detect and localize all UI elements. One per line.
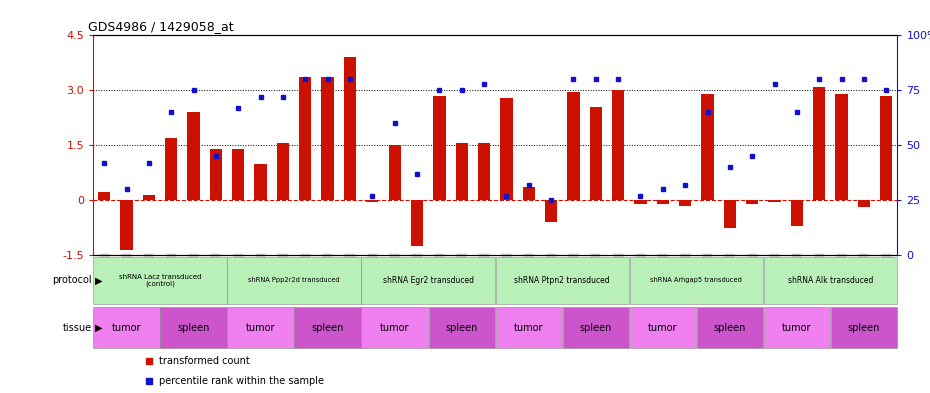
- Bar: [165, 138, 178, 200]
- Bar: [188, 112, 200, 200]
- Bar: [322, 77, 334, 200]
- Bar: [255, 163, 267, 200]
- Bar: [790, 200, 803, 226]
- Bar: [500, 97, 512, 200]
- FancyBboxPatch shape: [630, 307, 696, 348]
- Text: tumor: tumor: [246, 323, 275, 332]
- Bar: [210, 149, 222, 200]
- Text: tumor: tumor: [380, 323, 409, 332]
- Bar: [478, 143, 490, 200]
- Text: spleen: spleen: [312, 323, 344, 332]
- Text: shRNA Egr2 transduced: shRNA Egr2 transduced: [382, 276, 473, 285]
- Bar: [98, 192, 111, 200]
- Text: spleen: spleen: [713, 323, 746, 332]
- Bar: [724, 200, 736, 228]
- Text: GDS4986 / 1429058_at: GDS4986 / 1429058_at: [88, 20, 234, 33]
- Bar: [389, 145, 401, 200]
- Text: tumor: tumor: [514, 323, 543, 332]
- FancyBboxPatch shape: [496, 307, 562, 348]
- Bar: [120, 200, 133, 250]
- Text: ▶: ▶: [95, 275, 102, 285]
- Text: spleen: spleen: [445, 323, 478, 332]
- Text: percentile rank within the sample: percentile rank within the sample: [159, 376, 324, 386]
- Text: tissue: tissue: [62, 323, 91, 332]
- FancyBboxPatch shape: [93, 307, 160, 348]
- Bar: [411, 200, 423, 246]
- FancyBboxPatch shape: [160, 307, 227, 348]
- FancyBboxPatch shape: [764, 307, 830, 348]
- Bar: [232, 149, 245, 200]
- Text: spleen: spleen: [579, 323, 612, 332]
- FancyBboxPatch shape: [362, 307, 428, 348]
- Bar: [277, 143, 289, 200]
- FancyBboxPatch shape: [362, 257, 495, 303]
- Bar: [142, 195, 155, 200]
- Text: shRNA Arhgap5 transduced: shRNA Arhgap5 transduced: [650, 277, 742, 283]
- Text: spleen: spleen: [848, 323, 880, 332]
- Bar: [768, 200, 780, 202]
- Text: shRNA Lacz transduced
(control): shRNA Lacz transduced (control): [119, 274, 201, 287]
- Bar: [567, 92, 579, 200]
- Text: shRNA Ppp2r2d transduced: shRNA Ppp2r2d transduced: [248, 277, 340, 283]
- FancyBboxPatch shape: [563, 307, 629, 348]
- Bar: [366, 200, 379, 202]
- Bar: [299, 77, 312, 200]
- Bar: [835, 94, 848, 200]
- FancyBboxPatch shape: [295, 307, 361, 348]
- Bar: [456, 143, 468, 200]
- Bar: [590, 107, 602, 200]
- Bar: [433, 96, 445, 200]
- Bar: [612, 90, 624, 200]
- FancyBboxPatch shape: [830, 307, 897, 348]
- Bar: [880, 96, 893, 200]
- FancyBboxPatch shape: [429, 307, 495, 348]
- Bar: [344, 57, 356, 200]
- FancyBboxPatch shape: [496, 257, 629, 303]
- FancyBboxPatch shape: [93, 257, 227, 303]
- Text: tumor: tumor: [112, 323, 141, 332]
- FancyBboxPatch shape: [228, 257, 361, 303]
- FancyBboxPatch shape: [630, 257, 763, 303]
- Text: spleen: spleen: [178, 323, 210, 332]
- Bar: [813, 86, 826, 200]
- Text: shRNA Alk transduced: shRNA Alk transduced: [788, 276, 873, 285]
- FancyBboxPatch shape: [697, 307, 763, 348]
- FancyBboxPatch shape: [764, 257, 897, 303]
- Bar: [857, 200, 870, 208]
- Bar: [523, 187, 535, 200]
- Text: ▶: ▶: [95, 323, 102, 332]
- Bar: [746, 200, 758, 204]
- Bar: [657, 200, 669, 204]
- Text: shRNA Ptpn2 transduced: shRNA Ptpn2 transduced: [514, 276, 610, 285]
- Text: protocol: protocol: [52, 275, 91, 285]
- Text: tumor: tumor: [648, 323, 678, 332]
- Bar: [701, 94, 713, 200]
- Text: tumor: tumor: [782, 323, 812, 332]
- Text: transformed count: transformed count: [159, 356, 250, 365]
- Bar: [679, 200, 691, 206]
- Bar: [545, 200, 557, 222]
- FancyBboxPatch shape: [228, 307, 294, 348]
- Bar: [634, 200, 646, 204]
